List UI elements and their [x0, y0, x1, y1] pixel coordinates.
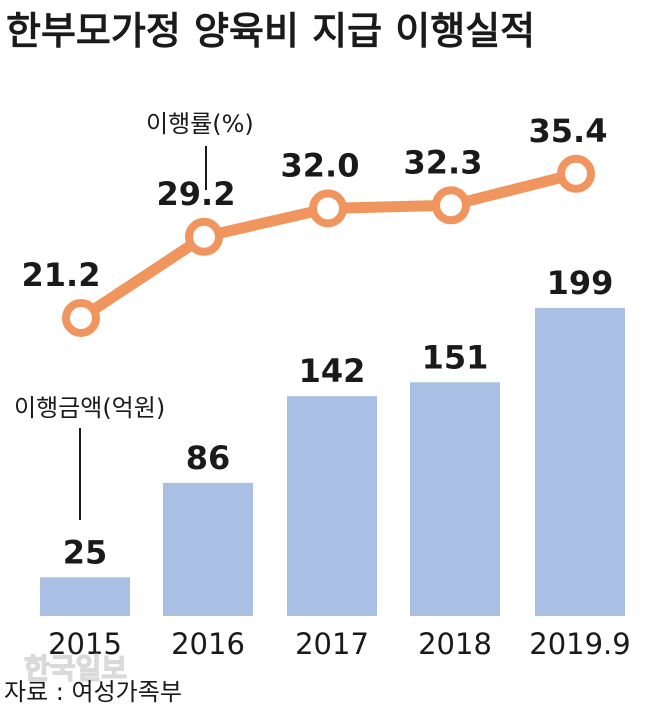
line-legend-label: 이행률(%)	[146, 110, 254, 138]
x-tick-label: 2016	[171, 627, 245, 661]
line-point-2015	[62, 299, 100, 337]
line-value-label: 32.3	[404, 143, 483, 181]
line-value-label: 29.2	[157, 175, 236, 213]
line-series	[62, 154, 595, 337]
line-value-label: 21.2	[22, 256, 101, 294]
line-value-label: 35.4	[529, 112, 608, 150]
bar-legend-label: 이행금액(억원)	[14, 394, 165, 422]
line-point-2019.9	[557, 154, 595, 193]
bar-2015	[40, 577, 130, 616]
bar-value-label: 142	[299, 352, 366, 390]
line-value-label: 32.0	[281, 146, 360, 184]
bar-value-label: 151	[422, 338, 489, 376]
bar-2019.9	[535, 307, 625, 616]
bar-2016	[163, 482, 253, 616]
bar-value-label: 25	[63, 533, 108, 571]
x-tick-label: 2018	[418, 627, 492, 661]
bar-series	[40, 307, 625, 616]
bar-value-label: 86	[186, 439, 231, 477]
line-point-2017	[309, 189, 347, 228]
chart-title: 한부모가정 양육비 지급 이행실적	[6, 9, 535, 53]
x-axis-ticks: 2015 2016 2017 2018 2019.9	[48, 627, 631, 661]
line-point-2018	[432, 186, 470, 225]
bar-value-label: 199	[547, 264, 614, 302]
watermark-logo: 한국일보	[24, 652, 127, 685]
x-tick-label: 2015	[48, 627, 122, 661]
source-note: 자료 : 여성가족부	[4, 678, 182, 706]
line-point-2016	[185, 217, 223, 256]
bar-2017	[287, 396, 377, 616]
x-tick-label: 2019.9	[529, 627, 630, 661]
x-tick-label: 2017	[295, 627, 369, 661]
bar-2018	[410, 382, 500, 616]
value-labels: 25 86 142 151 199 21.2 29.2 32.0 32.3 35.4	[22, 112, 614, 572]
